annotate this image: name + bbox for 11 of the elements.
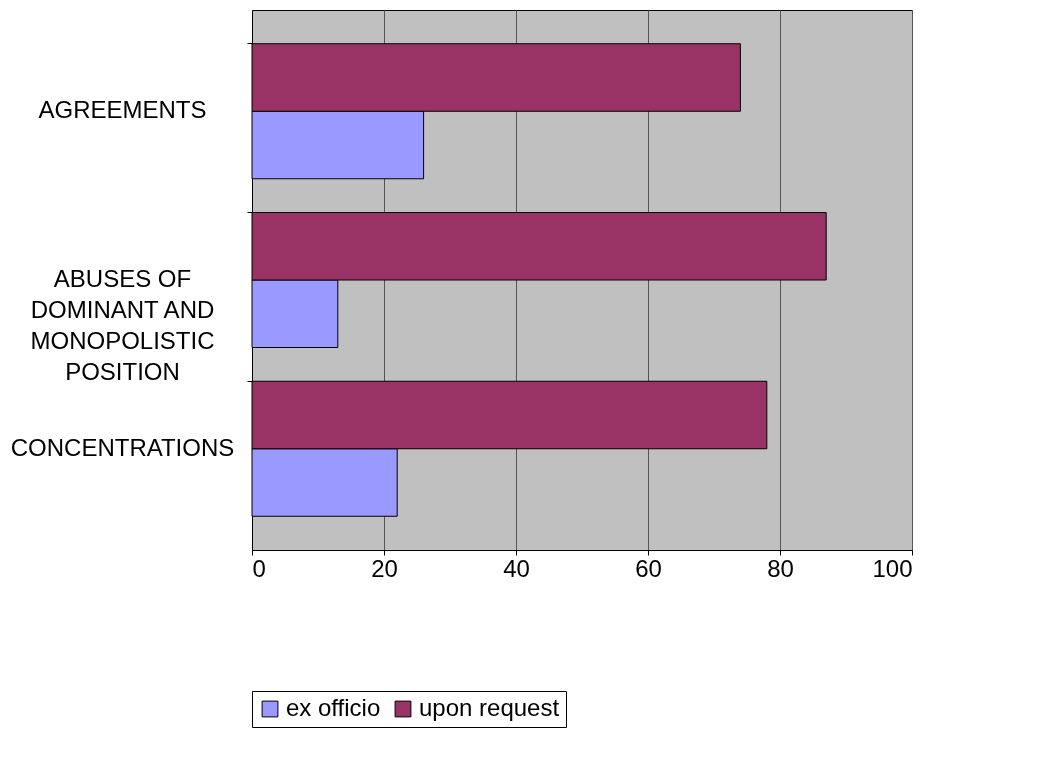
- x-tick-label: 60: [635, 554, 662, 582]
- y-tick-label: AGREEMENTS: [38, 96, 207, 124]
- x-tick-label: 100: [872, 554, 913, 582]
- x-tick-label: 40: [503, 554, 530, 582]
- x-tick-label: 80: [767, 554, 794, 582]
- x-tick-label: 20: [371, 554, 398, 582]
- legend-label: ex officio: [286, 694, 381, 721]
- x-tick-label: 0: [252, 554, 266, 582]
- legend-label: upon request: [419, 694, 560, 721]
- y-tick-label: ABUSES OF DOMINANT AND MONOPOLISTIC POSITION: [30, 265, 215, 385]
- y-tick-label: CONCENTRATIONS: [10, 433, 235, 461]
